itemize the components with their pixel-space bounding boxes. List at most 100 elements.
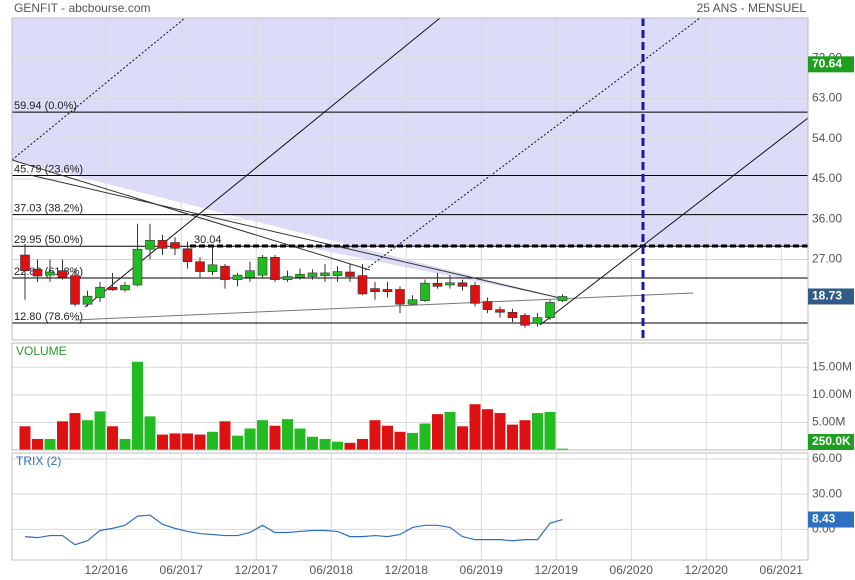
- candle-body: [357, 275, 368, 295]
- candle-body: [295, 273, 305, 278]
- marks-layer: [19, 223, 568, 546]
- candle-body: [407, 299, 418, 305]
- volume-bar: [419, 423, 431, 450]
- volume-bar: [394, 431, 406, 450]
- y-tick-label: 45.00: [812, 171, 842, 185]
- pitchfork-dotted: [11, 17, 186, 161]
- value-tag: [808, 434, 854, 450]
- candle-body: [282, 276, 293, 280]
- x-tick-label: 06/2019: [460, 563, 504, 577]
- x-tick-label: 06/2020: [610, 563, 654, 577]
- candle-body: [32, 269, 43, 277]
- grid-layer: [12, 18, 808, 560]
- value-tag-label: 250.0K: [812, 434, 851, 448]
- value-tag-label: 18.73: [812, 289, 842, 303]
- candle-body: [220, 265, 230, 280]
- median-line: [74, 292, 694, 321]
- candle-body: [307, 272, 318, 277]
- candle-body: [370, 288, 380, 293]
- value-tag: [808, 56, 854, 73]
- panel-title: TRIX (2): [16, 454, 61, 468]
- volume-bar: [344, 442, 356, 450]
- volume-bar: [244, 428, 256, 450]
- candle-body: [482, 301, 493, 310]
- volume-bar: [19, 426, 31, 450]
- candle-body: [257, 256, 268, 276]
- y-tick-label: 15.00M: [812, 359, 852, 373]
- x-tick-label: 06/2021: [760, 563, 804, 577]
- volume-bar: [119, 438, 131, 450]
- labels-layer: GENFIT - abcbourse.com 25 ANS - MENSUEL …: [14, 1, 854, 577]
- candle-body: [320, 272, 330, 276]
- x-tick-label: 12/2020: [685, 563, 729, 577]
- candle-body: [395, 289, 405, 305]
- volume-bar: [282, 419, 293, 450]
- volume-bar: [432, 414, 443, 450]
- volume-bar: [219, 421, 231, 450]
- candle-body: [170, 242, 180, 249]
- volume-bar: [557, 448, 568, 450]
- annotation: 30.04: [194, 234, 222, 246]
- volume-bar: [182, 433, 193, 450]
- volume-bar: [157, 434, 168, 450]
- candle-body: [345, 271, 355, 277]
- candle-body: [132, 248, 143, 286]
- chart-title: GENFIT - abcbourse.com: [14, 1, 151, 15]
- volume-bar: [369, 420, 381, 450]
- y-tick-label: 10.00M: [812, 387, 852, 401]
- volume-bar: [257, 420, 268, 450]
- volume-bar: [519, 420, 531, 450]
- candle-body: [270, 256, 280, 280]
- candle-body: [145, 239, 155, 250]
- candle-body: [532, 317, 543, 324]
- volume-bar: [232, 435, 243, 450]
- volume-bar: [44, 438, 56, 450]
- candle-body: [182, 248, 193, 263]
- chart-subtitle: 25 ANS - MENSUEL: [697, 1, 807, 15]
- y-tick-label: 30.00: [812, 486, 842, 500]
- volume-bar: [94, 411, 106, 450]
- fib-label: 12.80 (78.6%): [14, 311, 83, 323]
- volume-bar: [144, 416, 156, 450]
- candle-body: [332, 271, 343, 276]
- candle-body: [557, 296, 568, 301]
- candle-body: [45, 271, 55, 276]
- pitchfork-line: [84, 17, 441, 308]
- candle-body: [120, 285, 130, 291]
- panel-frame: [11, 17, 809, 341]
- y-tick-label: 63.00: [812, 91, 842, 105]
- volume-bar: [169, 433, 181, 450]
- fib-label: 37.03 (38.2%): [14, 203, 83, 215]
- volume-bar: [407, 432, 418, 450]
- x-tick-label: 06/2017: [160, 563, 204, 577]
- panel-title: VOLUME: [16, 344, 67, 358]
- candle-body: [107, 286, 118, 291]
- candle-body: [95, 286, 105, 298]
- volume-bar: [69, 413, 81, 450]
- fib-label: 45.79 (23.6%): [14, 163, 83, 175]
- value-tag: [808, 511, 854, 528]
- x-tick-label: 12/2018: [385, 563, 429, 577]
- y-tick-label: 36.00: [812, 211, 842, 225]
- candle-body: [457, 282, 468, 287]
- y-tick-label: 27.00: [812, 252, 842, 266]
- x-tick-label: 12/2017: [235, 563, 279, 577]
- volume-bar: [482, 409, 493, 450]
- drawing-layer: [11, 17, 809, 340]
- candle-body: [207, 264, 218, 272]
- candle-body: [70, 275, 80, 305]
- candle-body: [20, 254, 30, 271]
- volume-bar: [32, 438, 43, 450]
- volume-bar: [444, 411, 456, 450]
- value-tag: [808, 288, 854, 305]
- volume-bar: [307, 436, 318, 450]
- y-tick-label: 60.00: [812, 451, 842, 465]
- volume-bar: [494, 413, 506, 450]
- trend-line: [11, 159, 371, 271]
- volume-bar: [107, 426, 118, 450]
- value-tag-label: 70.64: [812, 57, 842, 71]
- volume-bar: [207, 431, 218, 450]
- candle-body: [420, 282, 430, 301]
- volume-bar: [507, 424, 518, 450]
- x-tick-label: 06/2018: [310, 563, 354, 577]
